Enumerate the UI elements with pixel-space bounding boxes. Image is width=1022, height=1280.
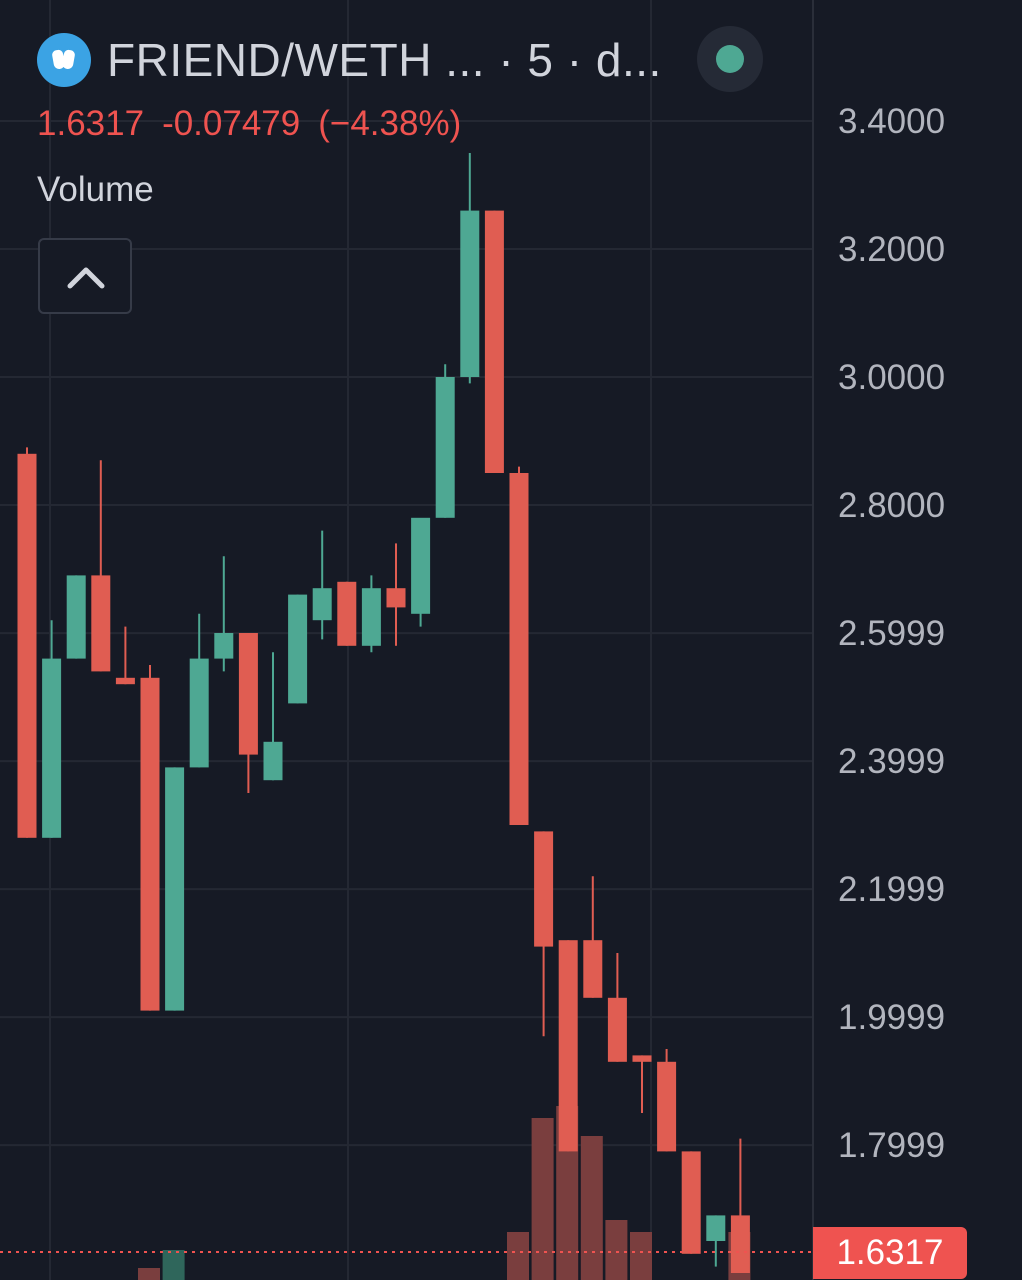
collapse-indicators-button[interactable]: [38, 238, 132, 314]
volume-bar: [630, 1232, 652, 1280]
candle: [632, 1055, 652, 1113]
candle-body: [238, 633, 258, 755]
chart-header: FRIEND/WETH ... · 5 · d...: [37, 30, 662, 90]
price-change-value: -0.07479: [162, 104, 301, 143]
market-status-button[interactable]: [697, 26, 763, 92]
volume-bar: [580, 1136, 603, 1280]
candle-body: [386, 588, 406, 608]
candle: [460, 153, 480, 384]
price-quote: 1.6317 -0.07479 (−4.38%): [37, 104, 479, 144]
candle-body: [337, 581, 357, 646]
price-axis-label: 2.3999: [838, 742, 945, 781]
price-axis-label: 2.1999: [838, 870, 945, 909]
candle: [140, 665, 160, 1011]
price-axis-label: 3.0000: [838, 358, 945, 397]
candle-body: [263, 741, 283, 781]
candle: [411, 517, 431, 627]
candle: [386, 543, 406, 646]
candle-body: [607, 997, 627, 1062]
candle: [730, 1138, 750, 1273]
candle: [706, 1215, 726, 1267]
candle: [263, 652, 283, 781]
candle-body: [288, 594, 308, 704]
price-candles: [17, 153, 750, 1273]
candle: [189, 613, 209, 768]
price-axis-label: 2.8000: [838, 486, 945, 525]
chevron-up-icon: [67, 267, 105, 289]
candle: [681, 1151, 701, 1254]
price-axis: 3.4000 3.2000 3.0000 2.8000 2.5999 2.3999 2.19…: [838, 102, 945, 1165]
market-status-dot-icon: [716, 45, 744, 73]
candle: [214, 556, 234, 672]
candle-body: [534, 831, 554, 947]
price-change-percent: (−4.38%): [318, 104, 462, 143]
price-axis-label: 3.4000: [838, 102, 945, 141]
candle-body: [460, 210, 480, 377]
candle-body: [632, 1055, 652, 1062]
candle-body: [189, 658, 209, 768]
candle-body: [484, 210, 504, 473]
candle: [361, 575, 381, 653]
candle: [435, 364, 455, 518]
last-price-tag: 1.6317: [813, 1227, 967, 1279]
candle: [91, 460, 111, 672]
volume-bar: [162, 1250, 185, 1280]
candle: [238, 633, 258, 793]
volume-indicator-label[interactable]: Volume: [37, 170, 154, 209]
volume-bar: [507, 1232, 529, 1280]
candle: [583, 876, 603, 998]
candle-body: [214, 633, 234, 659]
candle-body: [730, 1215, 750, 1273]
price-axis-label: 3.2000: [838, 230, 945, 269]
candle-body: [583, 940, 603, 998]
candle: [607, 953, 627, 1062]
candle: [42, 620, 62, 838]
candle-body: [91, 575, 111, 672]
candle-body: [361, 588, 381, 646]
volume-bar: [531, 1118, 554, 1280]
price-axis-label: 1.7999: [838, 1126, 945, 1165]
candle: [115, 626, 135, 685]
candle: [558, 940, 578, 1152]
candle-body: [312, 588, 332, 621]
chart-grid: [0, 0, 814, 1280]
candle-body: [115, 677, 135, 685]
volume-bar: [138, 1268, 160, 1280]
candle: [288, 594, 308, 704]
candle-body: [17, 453, 37, 838]
candle-body: [140, 677, 160, 1011]
candle-body: [657, 1061, 677, 1152]
candle: [66, 575, 86, 659]
candle-body: [681, 1151, 701, 1254]
candle-body: [706, 1215, 726, 1241]
candle: [312, 530, 332, 640]
candle-body: [509, 473, 529, 825]
candle-body: [66, 575, 86, 659]
candle: [509, 466, 529, 825]
friend-tech-logo-icon: [37, 33, 91, 87]
candle-body: [165, 767, 185, 1011]
last-price-value: 1.6317: [37, 104, 145, 143]
candle-body: [42, 658, 62, 838]
candle-body: [558, 940, 578, 1152]
candle: [17, 447, 37, 838]
candle: [484, 210, 504, 473]
price-axis-label: 2.5999: [838, 614, 945, 653]
candle: [657, 1049, 677, 1152]
volume-bar: [605, 1220, 628, 1280]
candle: [534, 831, 554, 1037]
candle: [337, 581, 357, 646]
candle-body: [411, 517, 431, 614]
symbol-title[interactable]: FRIEND/WETH ... · 5 · d...: [107, 34, 662, 86]
candle-body: [435, 377, 455, 518]
candle: [165, 767, 185, 1011]
price-axis-label: 1.9999: [838, 998, 945, 1037]
